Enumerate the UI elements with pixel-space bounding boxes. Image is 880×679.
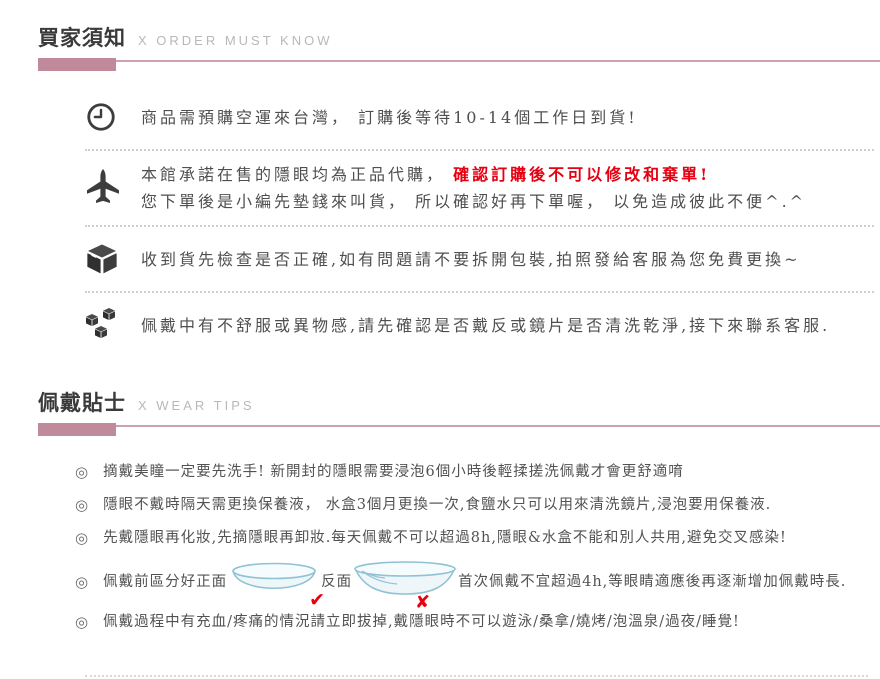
tip-text-front: 佩戴前區分好正面 bbox=[103, 574, 228, 590]
accent-line bbox=[116, 425, 880, 427]
tip-item-makeup: ◎ 先戴隱眼再化妝,先摘隱眼再卸妝.每天佩戴不可以超過8h,隱眼&水盒不能和別人… bbox=[75, 528, 880, 548]
section-title: 佩戴貼士 bbox=[38, 392, 126, 415]
notice-item-inspection: 收到貨先檢查是否正確,如有問題請不要拆開包裝,拍照發給客服為您免費更換~ bbox=[85, 237, 880, 281]
tip-bullet-icon: ◎ bbox=[75, 463, 90, 481]
wear-tips-header: 佩戴貼士 X WEAR TIPS bbox=[38, 387, 880, 436]
accent-bar bbox=[38, 423, 116, 436]
notice-line-warning: 確認訂購後不可以修改和棄單! bbox=[453, 165, 711, 184]
notice-text: 收到貨先檢查是否正確,如有問題請不要拆開包裝,拍照發給客服為您免費更換~ bbox=[141, 249, 801, 269]
tip-bullet-icon: ◎ bbox=[75, 613, 90, 631]
accent-line bbox=[116, 60, 880, 62]
notice-line: 本館承諾在售的隱眼均為正品代購， bbox=[141, 165, 454, 184]
check-icon: ✔ bbox=[309, 589, 327, 611]
tip-bullet-icon: ◎ bbox=[75, 529, 90, 547]
dotted-separator bbox=[85, 149, 874, 151]
airplane-icon bbox=[85, 168, 141, 208]
notice-item-shipping: 商品需預購空運來台灣， 訂購後等待10-14個工作日到貨! bbox=[85, 95, 880, 139]
notice-line: 您下單後是小編先墊錢來叫貨， 所以確認好再下單喔， 以免造成彼此不便^.^ bbox=[141, 192, 807, 211]
cubes-icon bbox=[85, 307, 141, 343]
section-subtitle: X WEAR TIPS bbox=[138, 398, 255, 413]
tip-item-orientation: ◎ 佩戴前區分好正面 ✔ 反面 ✘ 首次佩戴不宜超過4h,等眼睛適應後再 bbox=[75, 561, 880, 612]
tip-text: 佩戴過程中有充血/疼痛的情況請立即拔掉,戴隱眼時不可以遊泳/桑拿/燒烤/泡溫泉/… bbox=[103, 614, 740, 630]
section-title: 買家須知 bbox=[38, 27, 126, 50]
section-underline bbox=[38, 423, 880, 436]
dotted-separator bbox=[85, 675, 868, 677]
tip-text-back: 反面 bbox=[321, 574, 353, 590]
section-subtitle: X ORDER MUST KNOW bbox=[138, 33, 333, 48]
tip-text: 首次佩戴不宜超過4h,等眼睛適應後再逐漸增加佩戴時長. bbox=[458, 574, 847, 590]
tip-item-pain: ◎ 佩戴過程中有充血/疼痛的情況請立即拔掉,戴隱眼時不可以遊泳/桑拿/燒烤/泡溫… bbox=[75, 612, 880, 632]
clock-icon bbox=[85, 101, 141, 133]
tip-item-wash-hands: ◎ 摘戴美瞳一定要先洗手! 新開封的隱眼需要浸泡6個小時後輕揉搓洗佩戴才會更舒適… bbox=[75, 462, 880, 482]
package-icon bbox=[85, 242, 141, 276]
lens-inverted-image: ✘ bbox=[353, 561, 457, 612]
notice-item-discomfort: 佩戴中有不舒服或異物感,請先確認是否戴反或鏡片是否清洗乾淨,接下來聯系客服. bbox=[85, 303, 880, 347]
cross-icon: ✘ bbox=[415, 592, 432, 613]
section-underline bbox=[38, 58, 880, 71]
tip-text: 先戴隱眼再化妝,先摘隱眼再卸妝.每天佩戴不可以超過8h,隱眼&水盒不能和別人共用… bbox=[103, 530, 787, 546]
tip-item-solution: ◎ 隱眼不戴時隔天需更換保養液， 水盒3個月更換一次,食鹽水只可以用來清洗鏡片,… bbox=[75, 495, 880, 515]
dotted-separator bbox=[85, 225, 874, 227]
tip-bullet-icon: ◎ bbox=[75, 573, 90, 591]
notice-text: 商品需預購空運來台灣， 訂購後等待10-14個工作日到貨! bbox=[141, 107, 638, 127]
accent-bar bbox=[38, 58, 116, 71]
notice-item-preorder: 本館承諾在售的隱眼均為正品代購， 確認訂購後不可以修改和棄單! 您下單後是小編先… bbox=[85, 161, 880, 215]
notice-text: 本館承諾在售的隱眼均為正品代購， 確認訂購後不可以修改和棄單! 您下單後是小編先… bbox=[141, 161, 806, 215]
tip-text: 摘戴美瞳一定要先洗手! 新開封的隱眼需要浸泡6個小時後輕揉搓洗佩戴才會更舒適唷 bbox=[103, 464, 684, 480]
notice-list: 商品需預購空運來台灣， 訂購後等待10-14個工作日到貨! 本館承諾在售的隱眼均… bbox=[85, 95, 880, 347]
notice-text: 佩戴中有不舒服或異物感,請先確認是否戴反或鏡片是否清洗乾淨,接下來聯系客服. bbox=[141, 315, 831, 335]
dotted-separator bbox=[85, 291, 874, 293]
tip-text: 隱眼不戴時隔天需更換保養液， 水盒3個月更換一次,食鹽水只可以用來清洗鏡片,浸泡… bbox=[103, 497, 772, 513]
tips-list: ◎ 摘戴美瞳一定要先洗手! 新開封的隱眼需要浸泡6個小時後輕揉搓洗佩戴才會更舒適… bbox=[75, 462, 880, 632]
tip-bullet-icon: ◎ bbox=[75, 496, 90, 514]
lens-correct-image: ✔ bbox=[228, 561, 325, 610]
buyer-notice-header: 買家須知 X ORDER MUST KNOW bbox=[38, 0, 880, 71]
